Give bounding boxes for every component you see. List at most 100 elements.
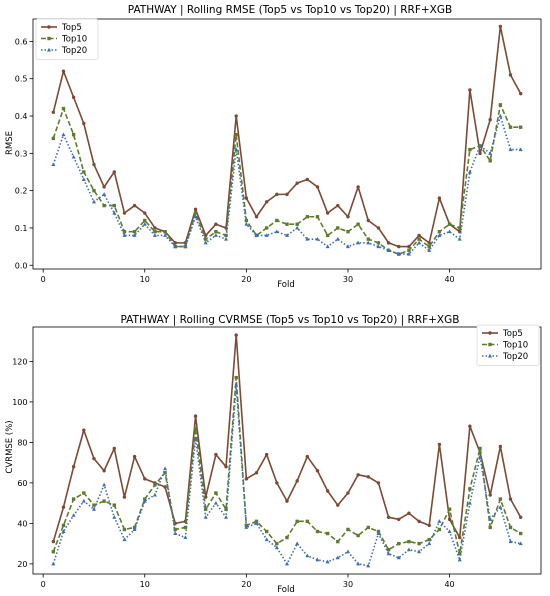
data-point-top20 xyxy=(122,233,127,237)
data-point-top20 xyxy=(264,537,269,542)
data-point-top20 xyxy=(102,482,107,487)
data-point-top5 xyxy=(325,211,330,215)
legend-label-top5: Top5 xyxy=(61,23,82,33)
data-point-top20 xyxy=(112,515,117,519)
data-point-top10 xyxy=(214,491,218,495)
data-point-top20 xyxy=(193,436,198,440)
legend-label-top10: Top10 xyxy=(502,341,528,351)
data-point-top5 xyxy=(376,226,381,230)
data-point-top5 xyxy=(92,162,96,167)
data-point-top20 xyxy=(51,561,56,566)
data-point-top10 xyxy=(71,497,76,501)
data-point-top5 xyxy=(82,428,86,432)
x-tick-label: 0 xyxy=(41,580,46,589)
data-point-top20 xyxy=(447,529,452,533)
data-point-top5 xyxy=(508,73,513,77)
data-point-top20 xyxy=(234,147,239,152)
y-tick-label: 0.1 xyxy=(15,224,28,233)
data-point-top20 xyxy=(112,210,117,215)
data-point-top20 xyxy=(315,236,320,241)
data-point-top5 xyxy=(488,493,492,497)
data-point-top5 xyxy=(315,185,320,189)
data-point-top20 xyxy=(183,244,188,249)
data-point-top20 xyxy=(498,113,503,118)
data-point-top5 xyxy=(285,499,289,503)
data-point-top20 xyxy=(498,504,503,509)
data-point-top20 xyxy=(396,251,401,256)
data-point-top10 xyxy=(275,218,279,223)
data-point-top20 xyxy=(254,521,259,525)
legend-marker-top5 xyxy=(47,25,51,29)
data-point-top5 xyxy=(498,444,503,449)
series-layer xyxy=(51,24,523,256)
data-point-top5 xyxy=(214,452,218,457)
data-point-top5 xyxy=(315,469,320,473)
data-point-top20 xyxy=(305,236,310,241)
data-point-top5 xyxy=(132,203,137,208)
data-point-top20 xyxy=(457,557,462,562)
data-point-top5 xyxy=(132,454,137,459)
data-point-top20 xyxy=(234,383,239,388)
data-point-top10 xyxy=(82,491,86,495)
data-point-top10 xyxy=(498,497,503,501)
data-point-top10 xyxy=(61,523,66,528)
data-point-top10 xyxy=(264,529,269,534)
data-point-top5 xyxy=(122,495,127,499)
data-point-top5 xyxy=(417,519,421,524)
data-point-top10 xyxy=(51,136,56,141)
data-point-top20 xyxy=(285,233,289,237)
data-point-top20 xyxy=(315,557,320,562)
data-point-top10 xyxy=(163,229,167,234)
plot-frame xyxy=(32,326,542,575)
data-point-top20 xyxy=(335,236,340,241)
data-point-top5 xyxy=(295,181,299,185)
y-tick-label: 0.5 xyxy=(15,75,28,84)
legend-label-top20: Top20 xyxy=(502,352,528,362)
data-point-top5 xyxy=(386,515,391,520)
data-point-top5 xyxy=(518,515,523,520)
data-point-top10 xyxy=(437,229,442,234)
data-point-top20 xyxy=(71,154,76,159)
data-point-top10 xyxy=(447,222,452,226)
data-point-top5 xyxy=(102,185,106,189)
data-point-top10 xyxy=(458,552,462,556)
data-point-top20 xyxy=(376,244,381,249)
data-point-top5 xyxy=(397,517,401,522)
data-point-top20 xyxy=(213,233,218,237)
data-point-top20 xyxy=(71,513,76,517)
data-point-top10 xyxy=(285,222,289,226)
legend-marker-top20 xyxy=(488,353,492,358)
data-point-top10 xyxy=(112,503,116,507)
y-tick-label: 40 xyxy=(17,519,27,528)
data-point-top20 xyxy=(345,244,350,249)
data-point-top20 xyxy=(366,240,371,245)
legend-marker-top5 xyxy=(488,331,492,335)
data-point-top5 xyxy=(366,218,370,223)
data-point-top20 xyxy=(518,541,523,546)
data-point-top20 xyxy=(91,199,96,204)
data-point-top5 xyxy=(346,491,350,495)
data-point-top20 xyxy=(274,545,279,550)
data-point-top20 xyxy=(183,535,188,540)
data-point-top5 xyxy=(447,517,452,522)
data-point-top10 xyxy=(305,519,310,524)
data-point-top10 xyxy=(214,229,218,234)
series-line-top10 xyxy=(52,376,522,555)
data-point-top20 xyxy=(457,236,462,241)
x-tick-label: 0 xyxy=(41,275,46,284)
data-point-top10 xyxy=(143,218,147,223)
data-point-top10 xyxy=(193,211,198,215)
data-point-top20 xyxy=(406,547,411,552)
data-point-top5 xyxy=(71,95,76,100)
data-point-top10 xyxy=(71,132,76,137)
data-point-top10 xyxy=(173,527,177,532)
data-point-top20 xyxy=(81,177,86,181)
data-point-top5 xyxy=(336,503,340,507)
data-point-top10 xyxy=(346,229,350,234)
y-tick-label: 0.6 xyxy=(15,37,28,46)
data-point-top5 xyxy=(61,505,66,509)
data-point-top5 xyxy=(264,452,269,457)
data-point-top5 xyxy=(214,222,218,226)
data-point-top20 xyxy=(224,515,229,519)
